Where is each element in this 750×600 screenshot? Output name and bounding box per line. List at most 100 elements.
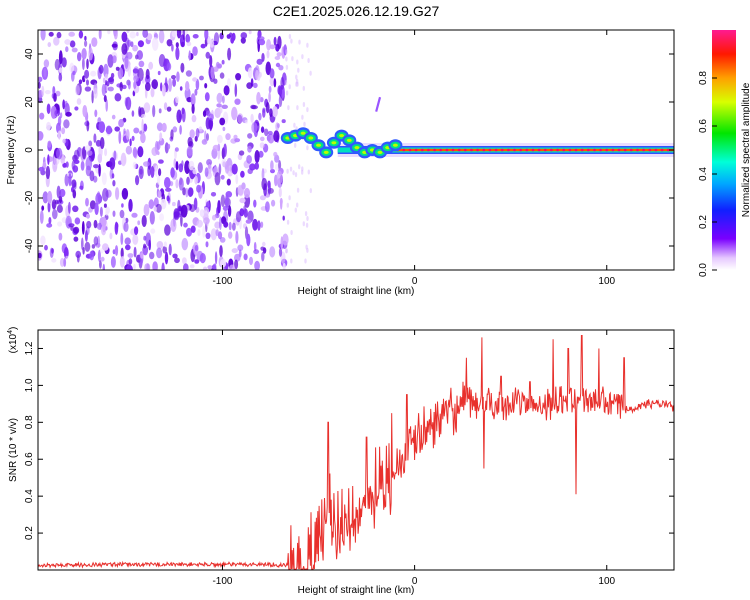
noise-speckle bbox=[295, 74, 298, 80]
spectrogram-x-axis-label: Height of straight line (km) bbox=[298, 286, 415, 297]
noise-speckle bbox=[84, 241, 91, 252]
noise-speckle bbox=[99, 206, 103, 217]
noise-speckle bbox=[276, 123, 280, 129]
noise-speckle bbox=[123, 128, 126, 135]
noise-speckle bbox=[212, 144, 220, 152]
noise-speckle bbox=[54, 109, 60, 117]
noise-speckle bbox=[86, 58, 89, 70]
noise-speckle bbox=[195, 78, 200, 91]
noise-speckle bbox=[53, 36, 60, 46]
noise-speckle bbox=[272, 106, 278, 118]
signal-blob-core bbox=[316, 143, 322, 147]
noise-speckle bbox=[93, 236, 99, 246]
noise-speckle bbox=[47, 42, 52, 48]
noise-speckle bbox=[164, 177, 171, 189]
noise-speckle bbox=[157, 190, 162, 199]
noise-speckle bbox=[82, 247, 85, 255]
snr-panel: -100 0 100 0.2 0.4 0.6 0.8 1.0 1.2 Height of st… bbox=[7, 327, 675, 596]
noise-speckle bbox=[41, 205, 45, 211]
noise-speckle bbox=[160, 198, 167, 210]
noise-speckle bbox=[97, 249, 101, 262]
noise-speckle bbox=[107, 77, 114, 83]
signal-core-dot bbox=[537, 148, 541, 152]
noise-speckle bbox=[204, 83, 208, 89]
noise-speckle bbox=[111, 114, 116, 120]
noise-speckle bbox=[90, 70, 97, 77]
noise-speckle bbox=[73, 159, 80, 164]
noise-speckle bbox=[183, 222, 188, 228]
signal-blob-core bbox=[346, 138, 352, 142]
noise-speckle bbox=[216, 103, 222, 108]
noise-speckle bbox=[115, 187, 120, 200]
noise-speckle bbox=[171, 75, 176, 80]
noise-speckle bbox=[285, 90, 289, 96]
noise-speckle bbox=[157, 70, 161, 76]
noise-speckle bbox=[136, 31, 139, 37]
noise-speckle bbox=[94, 109, 98, 118]
noise-speckle bbox=[102, 263, 105, 270]
signal-core-dot bbox=[408, 148, 412, 152]
signal-core-dot bbox=[445, 148, 449, 152]
noise-speckle bbox=[247, 67, 253, 79]
noise-speckle bbox=[131, 110, 135, 117]
noise-speckle bbox=[126, 264, 133, 270]
noise-speckle bbox=[43, 59, 50, 68]
spectrogram-y-ticks: -40 -20 0 20 40 bbox=[24, 48, 674, 253]
noise-speckle bbox=[72, 70, 76, 76]
noise-speckle bbox=[214, 251, 218, 265]
noise-speckle bbox=[121, 43, 128, 55]
snr-series-line bbox=[38, 335, 674, 570]
noise-speckle bbox=[176, 30, 182, 39]
noise-speckle bbox=[292, 170, 295, 176]
noise-speckle bbox=[219, 72, 225, 79]
noise-speckle bbox=[297, 67, 300, 73]
noise-speckle bbox=[137, 220, 141, 226]
noise-speckle bbox=[247, 145, 252, 153]
noise-speckle bbox=[282, 215, 285, 221]
noise-speckle bbox=[256, 91, 261, 105]
noise-speckle bbox=[148, 199, 155, 210]
noise-speckle bbox=[106, 80, 110, 87]
noise-speckle bbox=[103, 95, 107, 103]
noise-speckle bbox=[159, 132, 163, 142]
noise-speckle bbox=[132, 44, 139, 52]
noise-speckle bbox=[243, 187, 251, 199]
noise-speckle bbox=[52, 209, 58, 220]
noise-speckle bbox=[180, 204, 188, 218]
noise-speckle bbox=[140, 132, 146, 144]
noise-speckle bbox=[64, 173, 69, 187]
noise-speckle bbox=[125, 244, 131, 251]
noise-speckle bbox=[191, 114, 197, 123]
noise-speckle bbox=[99, 137, 105, 149]
noise-speckle bbox=[246, 233, 251, 247]
noise-speckle bbox=[294, 142, 297, 148]
noise-speckle bbox=[75, 250, 81, 258]
noise-speckle bbox=[181, 108, 186, 123]
noise-speckle bbox=[195, 128, 200, 138]
noise-speckle bbox=[114, 93, 122, 102]
noise-speckle bbox=[260, 221, 264, 228]
signal-core-dot bbox=[568, 148, 572, 152]
noise-speckle bbox=[79, 185, 84, 190]
noise-speckle bbox=[235, 211, 242, 223]
noise-speckle bbox=[228, 231, 233, 239]
noise-speckle bbox=[217, 231, 223, 240]
noise-speckle bbox=[204, 30, 209, 41]
noise-speckle bbox=[270, 160, 274, 171]
noise-speckle bbox=[243, 208, 248, 218]
noise-speckle bbox=[78, 79, 83, 85]
noise-speckle bbox=[200, 43, 206, 49]
colorbar-tick-label: 0.0 bbox=[698, 263, 709, 277]
noise-speckle bbox=[152, 261, 158, 270]
noise-speckle bbox=[81, 221, 85, 235]
noise-speckle bbox=[130, 41, 134, 48]
signal-blob-core bbox=[339, 134, 345, 138]
noise-speckle bbox=[112, 210, 116, 217]
noise-speckle bbox=[293, 122, 296, 128]
noise-speckle bbox=[103, 203, 107, 208]
noise-speckle bbox=[296, 105, 299, 111]
noise-speckle bbox=[190, 225, 196, 233]
noise-speckle bbox=[253, 249, 260, 255]
noise-speckle bbox=[262, 247, 267, 254]
noise-speckle bbox=[131, 135, 135, 142]
